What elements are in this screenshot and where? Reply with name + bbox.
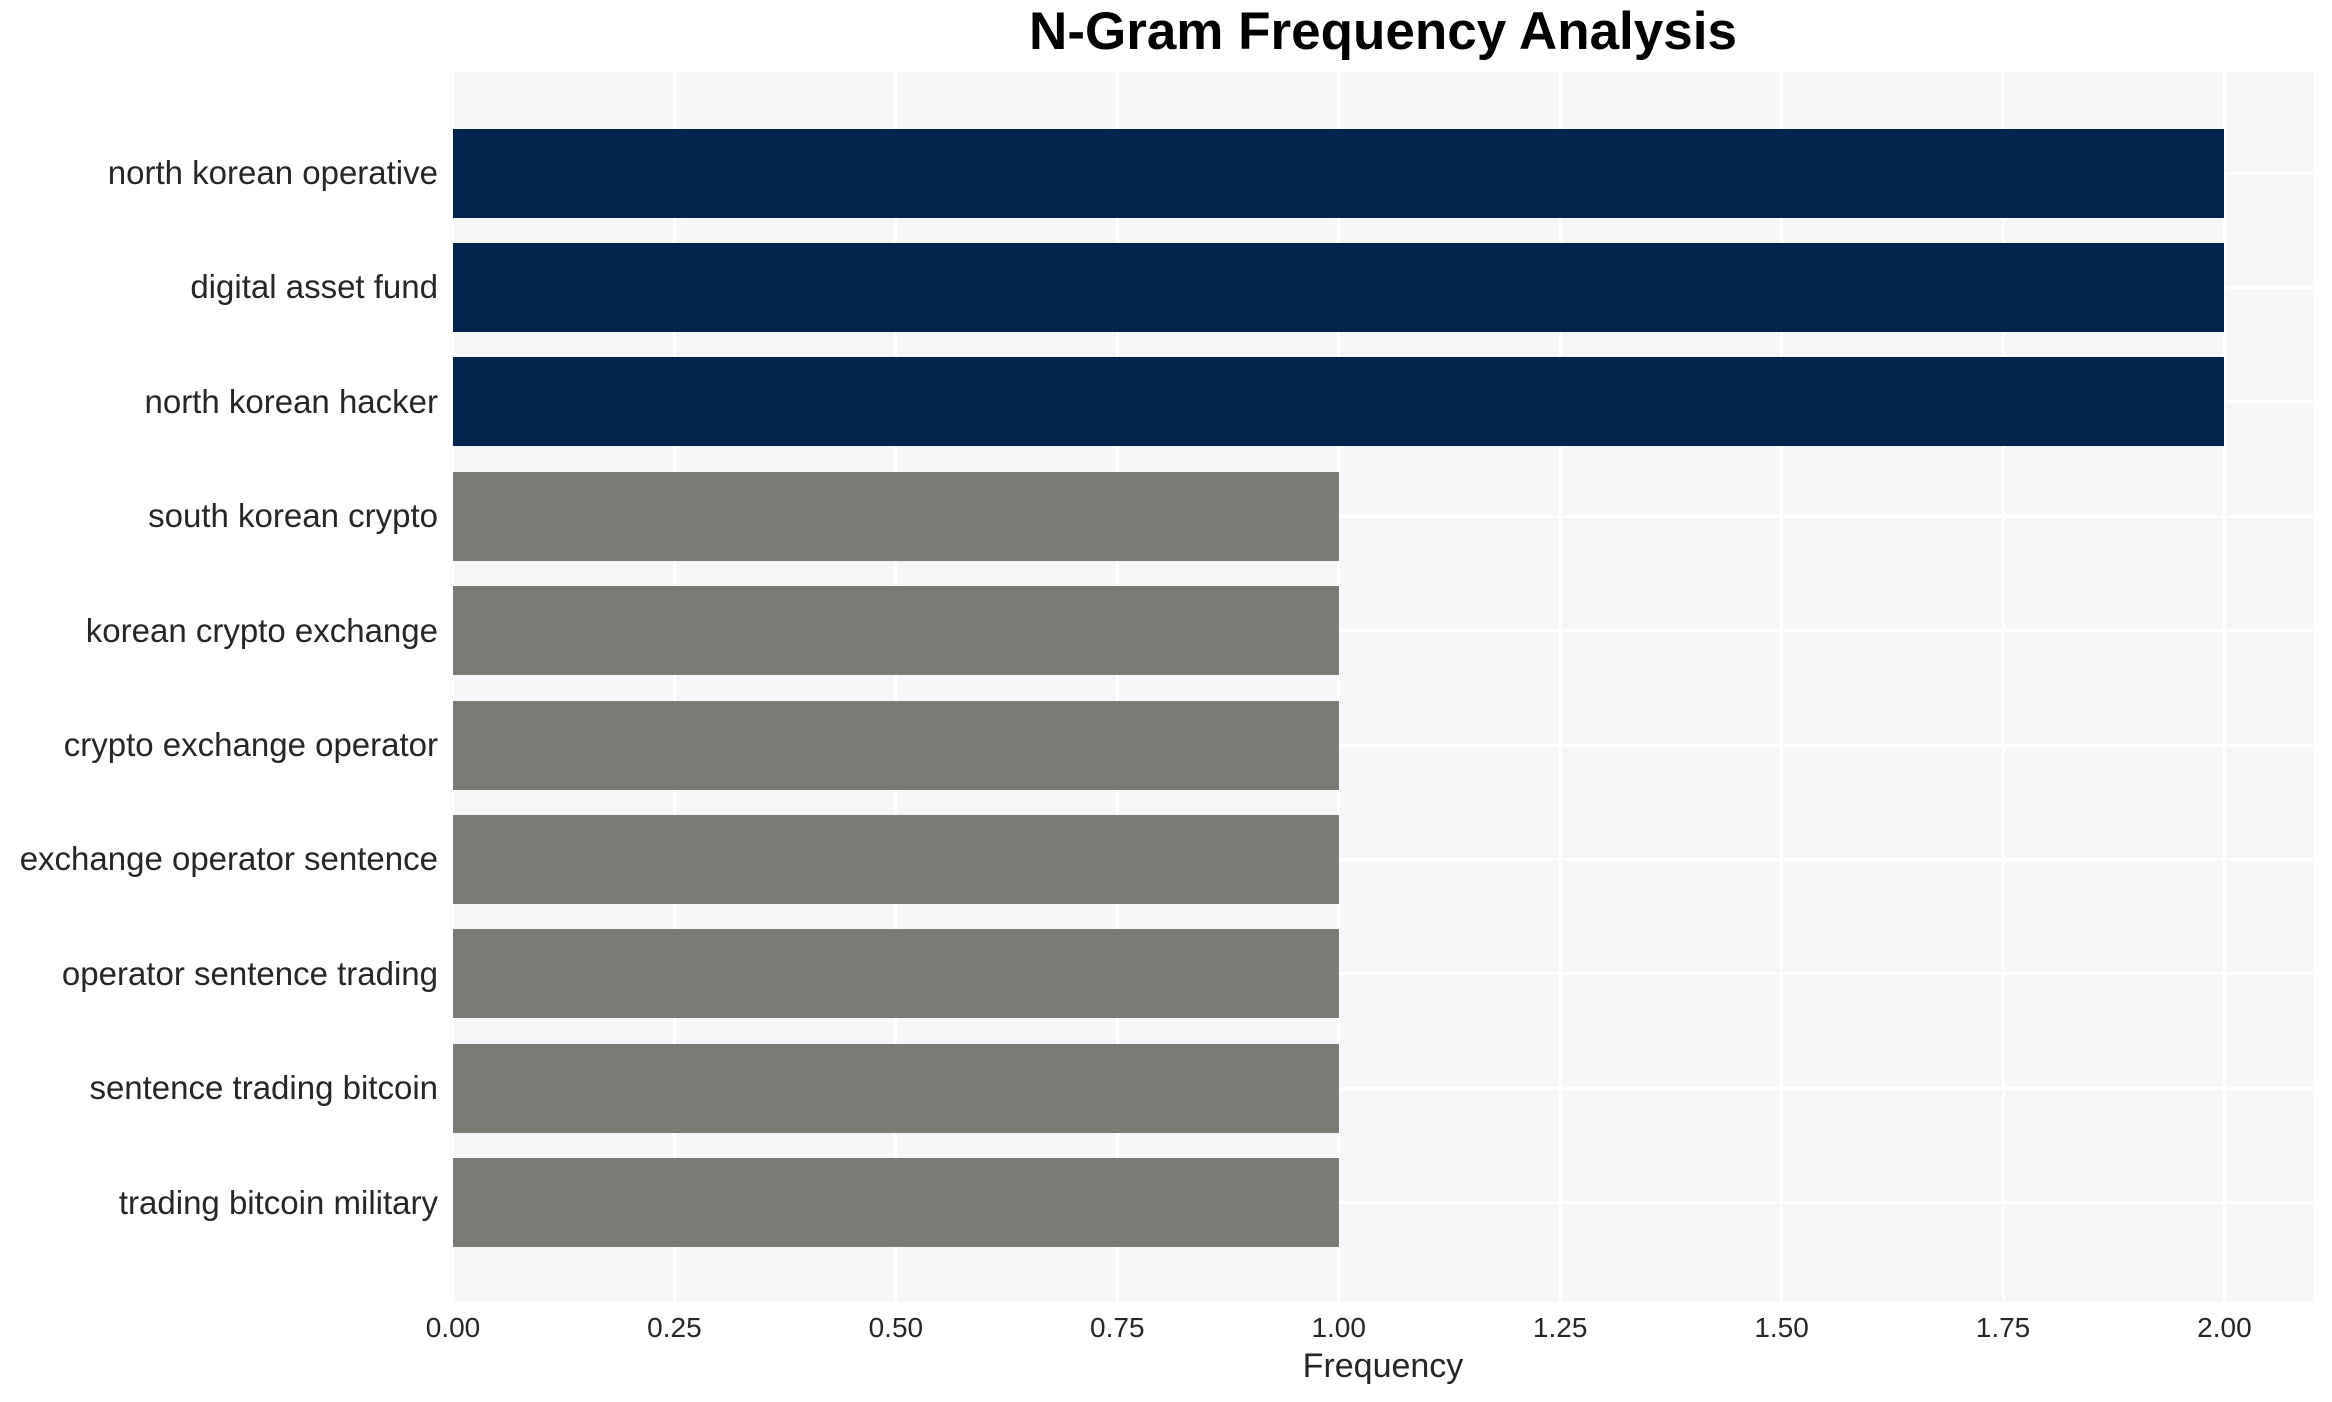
gridline-x-0.25 (672, 72, 676, 1302)
gridline-y-8 (453, 1086, 2313, 1090)
bar-north-korean-operative (453, 128, 2225, 218)
x-tick-label: 1.50 (1754, 1312, 1809, 1343)
gridline-y-4 (453, 629, 2313, 633)
x-tick-label: 1.75 (1975, 1312, 2031, 1343)
y-tick-label: north korean hacker (144, 382, 438, 420)
bar-south-korean-crypto (453, 471, 1339, 561)
gridline-x-1.50 (1780, 72, 1784, 1302)
x-tick-label: 0.00 (425, 1312, 481, 1343)
bar-digital-asset-fund (453, 242, 2225, 332)
x-tick-label: 1.00 (1311, 1312, 1366, 1343)
y-tick-label: operator sentence trading (61, 954, 438, 992)
y-tick-label: exchange operator sentence (19, 840, 438, 878)
x-tick-label: 0.25 (647, 1312, 702, 1343)
x-axis-title: Frequency (1302, 1347, 1464, 1385)
x-tick-label: 0.75 (1090, 1312, 1145, 1343)
gridline-x-0.50 (894, 72, 898, 1302)
y-axis-labels: north korean operative digital asset fund… (0, 72, 438, 1302)
x-tick-label: 1.25 (1532, 1312, 1588, 1343)
chart-title: N-Gram Frequency Analysis (1029, 2, 1737, 61)
y-tick-label: north korean operative (107, 154, 438, 191)
y-tick-label: sentence trading bitcoin (89, 1069, 438, 1107)
gridline-y-3 (453, 514, 2313, 518)
gridline-y-9 (453, 1201, 2313, 1205)
y-tick-label: south korean crypto (148, 497, 438, 535)
y-tick-label: crypto exchange operator (63, 726, 438, 763)
bar-operator-sentence-trading (453, 929, 1339, 1019)
y-tick-label: korean crypto exchange (85, 611, 438, 649)
y-tick-label: digital asset fund (190, 268, 438, 306)
gridline-x-1.25 (1558, 72, 1562, 1302)
x-tick-label: 0.50 (868, 1312, 924, 1343)
x-tick-label: 2.00 (2197, 1312, 2252, 1343)
gridline-x-1.75 (2001, 72, 2005, 1302)
plot-area (451, 72, 2313, 1302)
bar-crypto-exchange-operator (453, 700, 1339, 790)
bar-trading-bitcoin-military (453, 1158, 1339, 1248)
bar-sentence-trading-bitcoin (453, 1043, 1339, 1133)
gridline-y-6 (453, 857, 2313, 861)
gridline-x-2.00 (2222, 72, 2226, 1302)
y-tick-label: trading bitcoin military (118, 1183, 438, 1221)
gridline-x-0.00 (451, 72, 455, 1302)
gridline-x-1.00 (1337, 72, 1341, 1302)
gridline-x-0.75 (1115, 72, 1119, 1302)
x-axis-tick-labels: 0.00 0.25 0.50 0.75 1.00 1.25 1.50 1.75 2.00 (0, 1312, 2332, 1348)
gridline-y-5 (453, 743, 2313, 747)
bar-korean-crypto-exchange (453, 586, 1339, 676)
bar-north-korean-hacker (453, 357, 2225, 447)
bar-exchange-operator-sentence (453, 814, 1339, 904)
gridline-y-7 (453, 972, 2313, 976)
